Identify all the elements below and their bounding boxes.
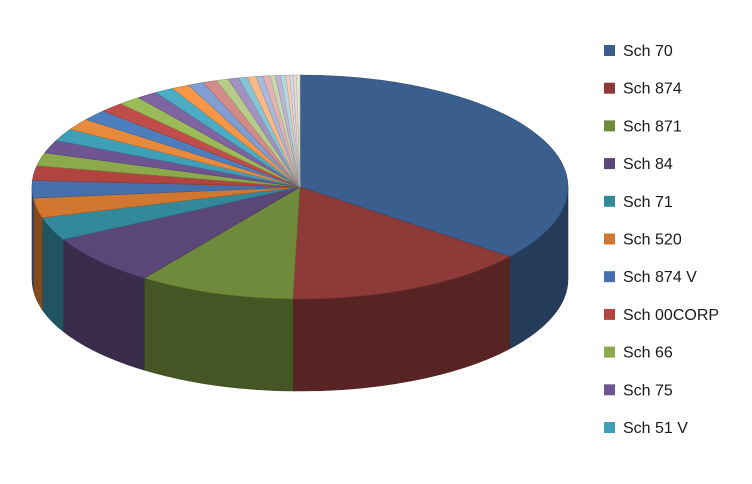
legend-swatch <box>604 422 615 433</box>
legend-label: Sch 66 <box>623 345 673 362</box>
legend-swatch <box>604 308 615 320</box>
legend-swatch <box>604 158 615 170</box>
legend-label: Sch 75 <box>623 382 673 399</box>
legend: Sch 70 Sch 874 Sch 871 Sch 84 Sch 71 Sch 520 S… <box>604 43 719 437</box>
legend-label: Sch 71 <box>623 194 673 211</box>
legend-item: Sch 520 <box>604 232 682 249</box>
legend-item: Sch 71 <box>604 194 673 211</box>
pie-slice-3 <box>143 186 301 300</box>
legend-label: Sch 70 <box>623 43 673 60</box>
legend-label: Sch 00CORP <box>623 307 719 324</box>
legend-swatch <box>604 195 615 207</box>
pie-slice-2 <box>292 186 511 300</box>
legend-item: Sch 00CORP <box>604 307 719 324</box>
legend-swatch <box>604 346 615 358</box>
pie-slice-33 <box>296 74 301 188</box>
legend-swatch <box>604 120 615 132</box>
legend-item: Sch 66 <box>604 345 673 362</box>
legend-label: Sch 84 <box>623 156 673 173</box>
legend-label: Sch 51 V <box>623 420 688 437</box>
pie-side-walls <box>31 186 569 392</box>
legend-item: Sch 874 <box>604 81 682 98</box>
legend-swatch <box>604 233 615 245</box>
pie-slice-1 <box>299 74 569 258</box>
legend-item: Sch 874 V <box>604 269 697 286</box>
legend-swatch <box>604 271 615 283</box>
legend-label: Sch 871 <box>623 118 682 135</box>
pie-side-7 <box>31 186 34 291</box>
legend-item: Sch 84 <box>604 156 673 173</box>
legend-swatch <box>604 82 615 94</box>
legend-item: Sch 871 <box>604 118 682 135</box>
legend-label: Sch 874 V <box>623 269 697 286</box>
legend-label: Sch 874 <box>623 81 682 98</box>
legend-swatch <box>604 384 615 396</box>
legend-item: Sch 70 <box>604 43 673 60</box>
legend-label: Sch 520 <box>623 232 682 249</box>
pie-top-faces <box>31 74 569 300</box>
legend-item: Sch 51 V <box>604 420 688 437</box>
legend-item: Sch 75 <box>604 382 673 399</box>
legend-swatch <box>604 45 615 56</box>
pie-slice-4 <box>62 186 301 279</box>
